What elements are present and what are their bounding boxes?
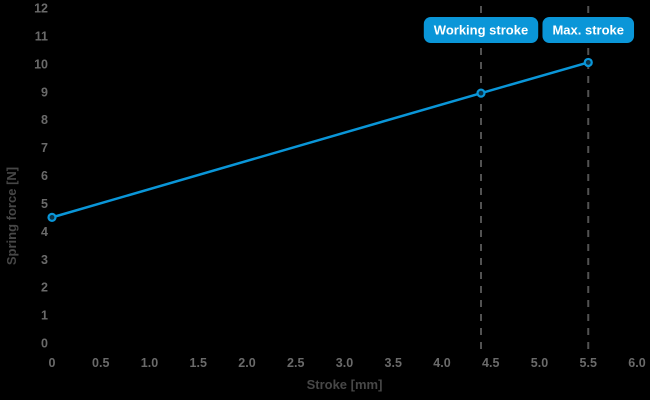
y-tick-label: 7 — [41, 141, 48, 155]
y-tick-label: 8 — [41, 113, 48, 127]
x-tick-label: 5.0 — [531, 356, 548, 370]
y-tick-label: 12 — [34, 2, 48, 16]
working-stroke-label-box — [423, 17, 539, 43]
x-tick-label: 4.5 — [482, 356, 499, 370]
y-tick-label: 2 — [41, 281, 48, 295]
x-tick-label: 0.5 — [92, 356, 109, 370]
y-tick-label: 5 — [41, 197, 48, 211]
x-tick-label: 6.0 — [628, 356, 645, 370]
x-tick-label: 2.5 — [287, 356, 304, 370]
x-tick-label: 2.0 — [238, 356, 255, 370]
y-tick-label: 11 — [35, 29, 48, 43]
max-stroke-label-text: Max. stroke — [552, 23, 624, 38]
working-stroke-label-text: Working stroke — [434, 23, 528, 38]
y-tick-label: 3 — [41, 253, 48, 267]
data-point-marker — [47, 212, 57, 222]
x-tick-label: 3.5 — [385, 356, 402, 370]
data-point-marker — [583, 57, 593, 68]
y-tick-label: 9 — [41, 85, 48, 99]
spring-force-line — [50, 61, 590, 219]
max-stroke-label-box — [542, 17, 635, 43]
y-tick-label: 0 — [41, 337, 48, 351]
x-tick-label: 4.0 — [433, 356, 450, 370]
x-tick-label: 0 — [49, 356, 56, 370]
data-point-marker — [476, 88, 486, 98]
y-axis-title: Spring force [N] — [4, 167, 19, 265]
y-tick-label: 10 — [34, 57, 48, 71]
x-axis-title: Stroke [mm] — [307, 377, 383, 392]
x-tick-label: 5.5 — [580, 356, 597, 370]
y-tick-label: 4 — [41, 225, 48, 239]
x-tick-label: 1.5 — [190, 356, 207, 370]
x-tick-label: 1.0 — [141, 356, 158, 370]
y-tick-label: 6 — [41, 169, 48, 183]
y-tick-label: 1 — [41, 309, 48, 323]
x-tick-label: 3.0 — [336, 356, 353, 370]
